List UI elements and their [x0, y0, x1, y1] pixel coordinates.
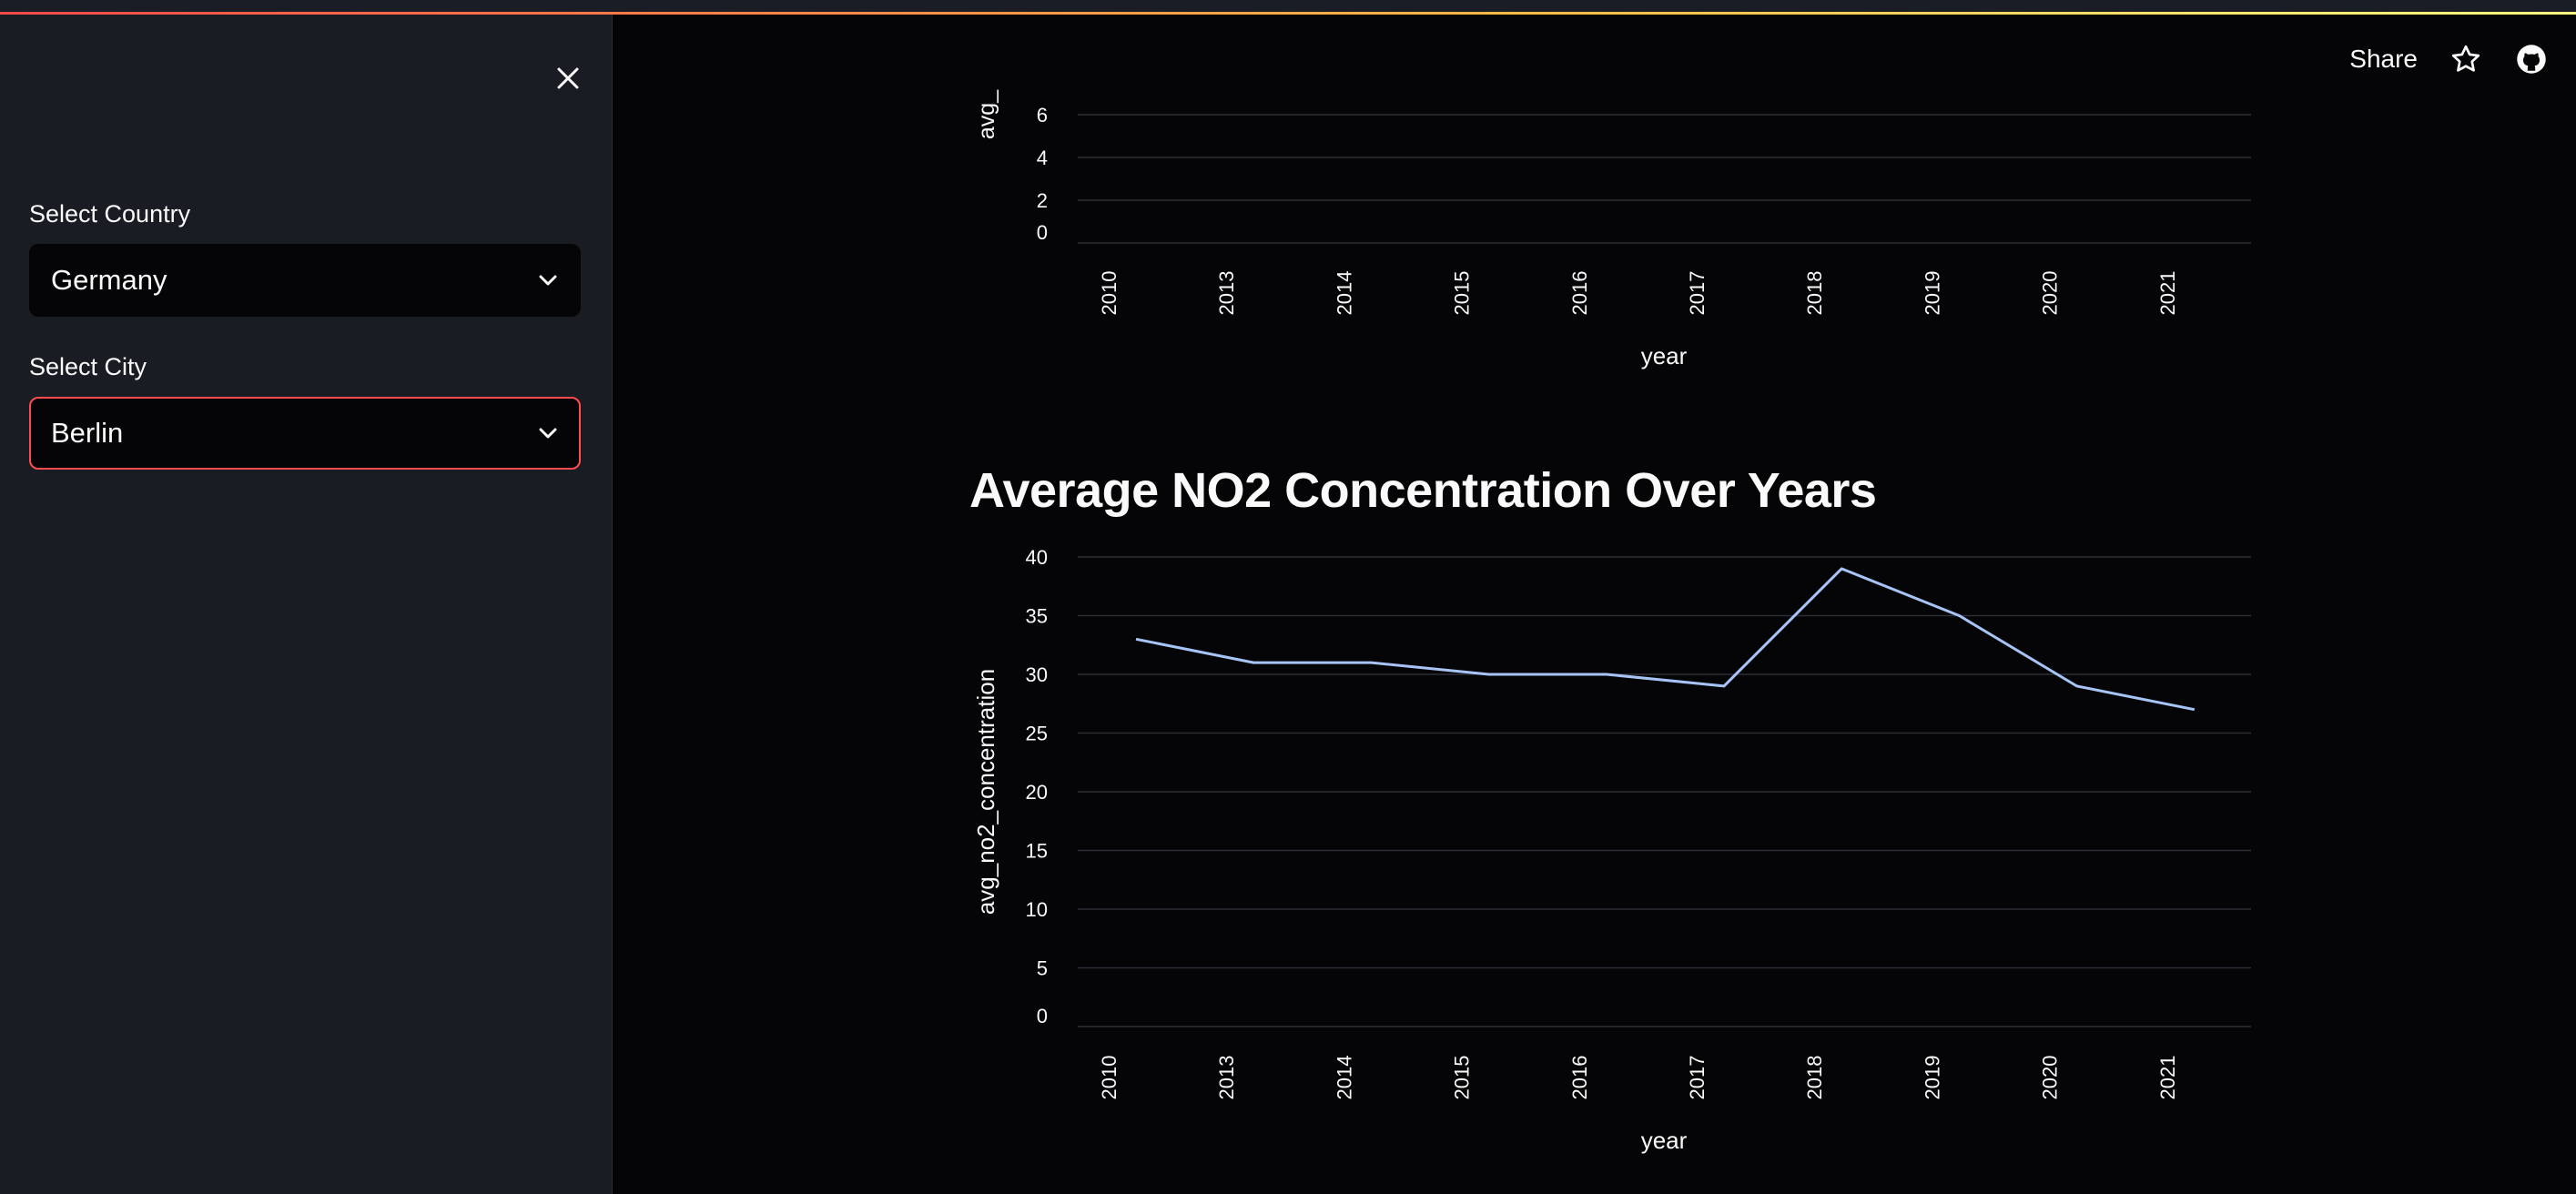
no2-series-line	[1135, 567, 2196, 712]
x-tick-label: 2020	[2039, 1056, 2062, 1100]
top-x-tick-label: 2017	[1686, 271, 1709, 316]
y-tick-label: 25	[1026, 723, 1048, 745]
top-x-tick-label: 2020	[2039, 271, 2062, 316]
city-select[interactable]: Berlin	[29, 397, 581, 470]
y-tick-label: 0	[1037, 1005, 1048, 1027]
chevron-down-icon	[537, 422, 559, 444]
share-button[interactable]: Share	[2349, 45, 2418, 73]
y-tick-label: 30	[1026, 663, 1048, 686]
top-chart: 6 4 2 0 2010 2013 2014 2015 2016 2017 2018 2019 202…	[974, 89, 2251, 369]
x-tick-label: 2015	[1451, 1056, 1474, 1100]
y-tick-label: 15	[1026, 840, 1048, 863]
close-icon	[557, 67, 579, 89]
top-chart-y-label: avg_	[974, 89, 999, 139]
y-tick-label: 35	[1026, 605, 1048, 628]
top-chart-x-label: year	[1641, 342, 1688, 369]
top-x-tick-label: 2018	[1803, 271, 1826, 316]
top-x-tick-label: 2010	[1098, 271, 1121, 316]
y-tick-label: 20	[1026, 781, 1048, 804]
y-tick-label: 10	[1026, 898, 1048, 921]
x-tick-label: 2018	[1803, 1056, 1826, 1100]
top-x-tick-label: 2015	[1451, 271, 1474, 316]
country-select[interactable]: Germany	[29, 244, 581, 317]
app-toolbar: Share	[2349, 36, 2549, 82]
app-header	[0, 0, 2576, 15]
top-x-tick-label: 2021	[2156, 271, 2179, 316]
top-x-tick-label: 2014	[1333, 271, 1355, 316]
top-x-tick-label: 2019	[1921, 271, 1943, 316]
close-sidebar-button[interactable]	[548, 58, 588, 98]
x-tick-label: 2010	[1098, 1056, 1121, 1100]
chart-title: Average NO2 Concentration Over Years	[969, 463, 1877, 518]
city-select-label: Select City	[29, 353, 147, 380]
chart-y-axis-label: avg_no2_concentration	[972, 669, 999, 915]
x-tick-label: 2017	[1686, 1056, 1709, 1100]
top-x-tick-label: 2016	[1568, 271, 1591, 316]
y-tick-label: 40	[1026, 546, 1048, 569]
city-select-value: Berlin	[51, 417, 124, 449]
x-tick-label: 2021	[2156, 1056, 2179, 1100]
top-y-tick-label: 4	[1037, 147, 1048, 169]
header-decoration	[0, 12, 2576, 15]
top-x-tick-label: 2013	[1215, 271, 1238, 316]
sidebar: Select Country Germany Select City Berli…	[0, 15, 613, 1194]
top-y-tick-label: 0	[1037, 221, 1048, 244]
x-tick-label: 2019	[1921, 1056, 1943, 1100]
chart-x-axis-label: year	[1641, 1127, 1688, 1154]
star-icon	[2451, 45, 2480, 72]
github-icon	[2517, 45, 2546, 74]
country-select-value: Germany	[51, 264, 167, 296]
x-tick-label: 2013	[1215, 1056, 1238, 1100]
y-tick-label: 5	[1037, 957, 1048, 980]
x-tick-label: 2016	[1568, 1056, 1591, 1100]
top-y-tick-label: 2	[1037, 189, 1048, 212]
favorite-button[interactable]	[2449, 42, 2483, 76]
github-button[interactable]	[2514, 42, 2549, 76]
x-tick-label: 2014	[1333, 1056, 1355, 1100]
country-select-label: Select Country	[29, 200, 191, 228]
chevron-down-icon	[537, 269, 559, 291]
top-y-tick-label: 6	[1037, 104, 1048, 126]
